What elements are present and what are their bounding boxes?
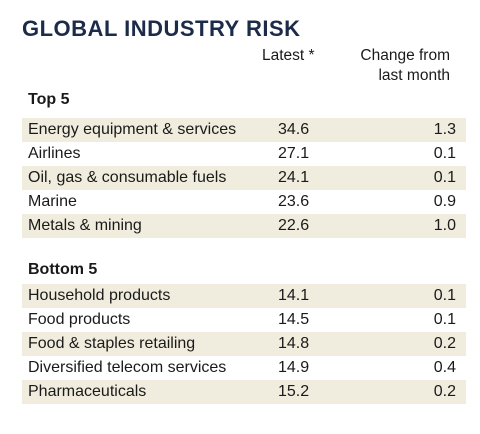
row-name: Diversified telecom services <box>28 359 227 376</box>
table-row: Pharmaceuticals 15.2 0.2 <box>22 380 466 404</box>
row-name: Energy equipment & services <box>28 121 237 138</box>
table-row: Energy equipment & services 34.6 1.3 <box>22 118 466 142</box>
row-latest: 15.2 <box>278 383 310 400</box>
section-label-bottom5: Bottom 5 <box>28 261 98 278</box>
row-change: 0.1 <box>433 145 456 162</box>
row-latest: 14.5 <box>278 311 310 328</box>
row-latest: 22.6 <box>278 217 310 234</box>
table-row: Food & staples retailing 14.8 0.2 <box>22 332 466 356</box>
table-row: Marine 23.6 0.9 <box>22 190 466 214</box>
top5-rows: Energy equipment & services 34.6 1.3 Air… <box>22 118 466 238</box>
row-latest: 27.1 <box>278 145 310 162</box>
column-header-change: Change from last month <box>360 46 450 86</box>
row-name: Marine <box>28 193 77 210</box>
row-change: 0.4 <box>433 359 456 376</box>
column-header-latest: Latest * <box>262 47 315 64</box>
row-change: 1.0 <box>433 217 456 234</box>
row-name: Oil, gas & consumable fuels <box>28 169 227 186</box>
table-row: Oil, gas & consumable fuels 24.1 0.1 <box>22 166 466 190</box>
row-latest: 14.8 <box>278 335 310 352</box>
row-name: Food products <box>28 311 131 328</box>
row-change: 0.1 <box>433 311 456 328</box>
bottom5-rows: Household products 14.1 0.1 Food product… <box>22 284 466 404</box>
table-row: Household products 14.1 0.1 <box>22 284 466 308</box>
table-row: Diversified telecom services 14.9 0.4 <box>22 356 466 380</box>
row-latest: 24.1 <box>278 169 310 186</box>
row-latest: 14.9 <box>278 359 310 376</box>
row-name: Metals & mining <box>28 217 142 234</box>
row-change: 0.1 <box>433 169 456 186</box>
table-row: Airlines 27.1 0.1 <box>22 142 466 166</box>
section-label-top5: Top 5 <box>28 91 70 108</box>
row-latest: 23.6 <box>278 193 310 210</box>
row-change: 0.1 <box>433 287 456 304</box>
row-name: Airlines <box>28 145 81 162</box>
row-name: Food & staples retailing <box>28 335 196 352</box>
table-row: Food products 14.5 0.1 <box>22 308 466 332</box>
row-change: 0.9 <box>433 193 456 210</box>
column-header-change-line1: Change from <box>360 47 450 64</box>
row-name: Pharmaceuticals <box>28 383 147 400</box>
table-row: Metals & mining 22.6 1.0 <box>22 214 466 238</box>
row-latest: 14.1 <box>278 287 310 304</box>
row-change: 0.2 <box>433 383 456 400</box>
row-change: 1.3 <box>433 121 456 138</box>
column-header-change-line2: last month <box>378 67 450 84</box>
table-title: GLOBAL INDUSTRY RISK <box>22 16 301 41</box>
row-name: Household products <box>28 287 171 304</box>
row-latest: 34.6 <box>278 121 310 138</box>
row-change: 0.2 <box>433 335 456 352</box>
